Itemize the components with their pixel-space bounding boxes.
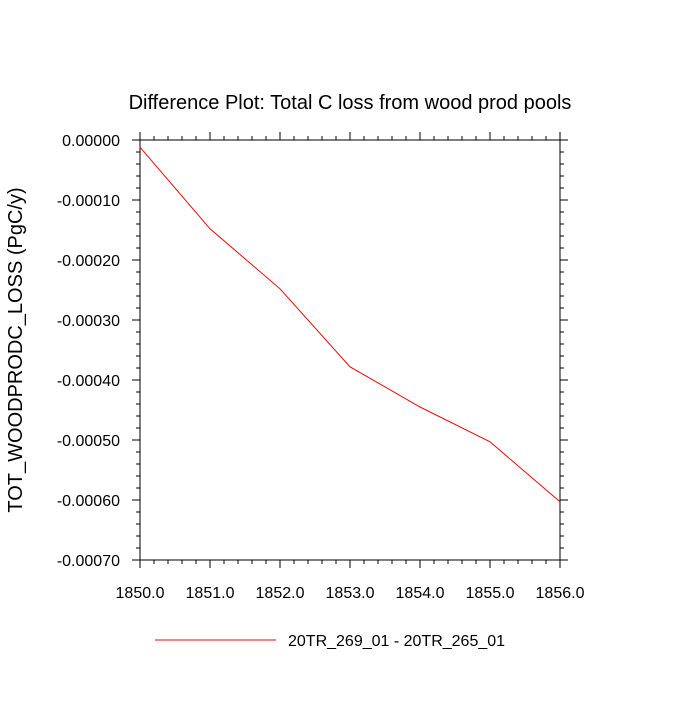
y-tick-label: -0.00020 <box>57 253 120 270</box>
series-line <box>139 146 561 503</box>
legend-label: 20TR_269_01 - 20TR_265_01 <box>288 633 505 650</box>
y-tick-label: -0.00040 <box>57 373 120 390</box>
x-tick-label: 1850.0 <box>116 585 165 602</box>
x-tick-label: 1852.0 <box>256 585 305 602</box>
x-tick-label: 1851.0 <box>186 585 235 602</box>
plot-frame <box>139 139 561 561</box>
y-tick-label: -0.00030 <box>57 313 120 330</box>
y-tick-label: -0.00060 <box>57 493 120 510</box>
axis-tick-labels: 1850.0 1851.0 1852.0 1853.0 1854.0 1855.0 1856… <box>57 133 585 602</box>
chart-title: Difference Plot: Total C loss from wood … <box>129 92 572 114</box>
series-group <box>139 146 561 503</box>
axis-ticks <box>132 132 568 568</box>
y-tick-label: -0.00070 <box>57 553 120 570</box>
legend: 20TR_269_01 - 20TR_265_01 <box>155 633 505 650</box>
x-tick-label: 1856.0 <box>536 585 585 602</box>
y-tick-label: -0.00050 <box>57 433 120 450</box>
x-tick-label: 1854.0 <box>396 585 445 602</box>
x-tick-label: 1853.0 <box>326 585 375 602</box>
y-tick-label: -0.00010 <box>57 193 120 210</box>
y-tick-label: 0.00000 <box>62 133 120 150</box>
y-axis-label: TOT_WOODPRODC_LOSS (PgC/y) <box>5 187 27 512</box>
x-tick-label: 1855.0 <box>466 585 515 602</box>
